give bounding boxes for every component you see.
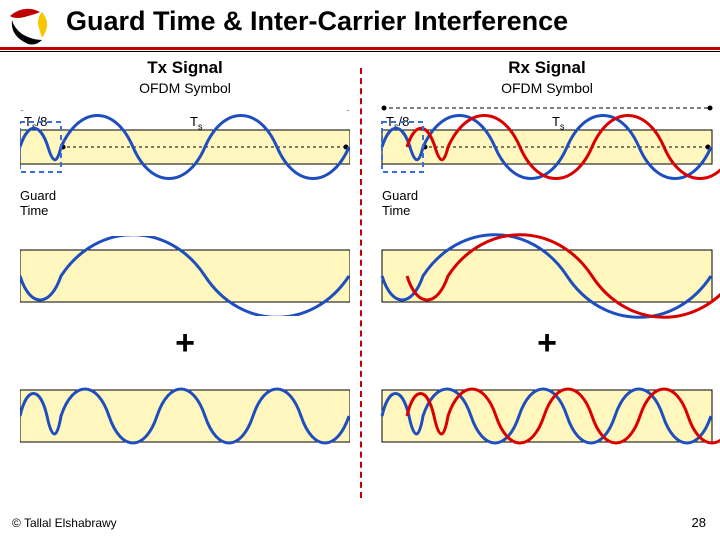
tx-guard-time-label: Guard Time [20, 188, 56, 218]
slide: Guard Time & Inter-Carrier Interference … [0, 0, 720, 540]
footer-copyright: © Tallal Elshabrawy [12, 516, 117, 530]
rx-plus: + [382, 324, 712, 363]
title-underline [0, 47, 720, 50]
rx-ofdm-label: OFDM Symbol [382, 80, 712, 96]
content-area: Tx Signal OFDM Symbol Ts/8 Ts Guard Time [0, 58, 720, 508]
tx-band-1 [20, 110, 350, 190]
slide-title: Guard Time & Inter-Carrier Interference [66, 6, 568, 37]
rx-band-2 [382, 236, 712, 326]
logo-icon [6, 2, 52, 48]
page-number: 28 [692, 515, 706, 530]
tx-band-2 [20, 236, 350, 316]
center-divider [360, 68, 362, 498]
tx-column: Tx Signal OFDM Symbol Ts/8 Ts Guard Time [20, 58, 350, 508]
tx-plus: + [20, 324, 350, 363]
tx-heading: Tx Signal [20, 58, 350, 78]
rx-column: Rx Signal OFDM Symbol Ts/8 Ts Guard Time [382, 58, 712, 508]
rx-band-3 [382, 376, 712, 466]
rx-heading: Rx Signal [382, 58, 712, 78]
tx-ofdm-label: OFDM Symbol [20, 80, 350, 96]
rx-band-1 [382, 110, 712, 200]
title-area: Guard Time & Inter-Carrier Interference [0, 0, 720, 54]
title-underline-thin [0, 51, 720, 52]
tx-band-3 [20, 376, 350, 456]
